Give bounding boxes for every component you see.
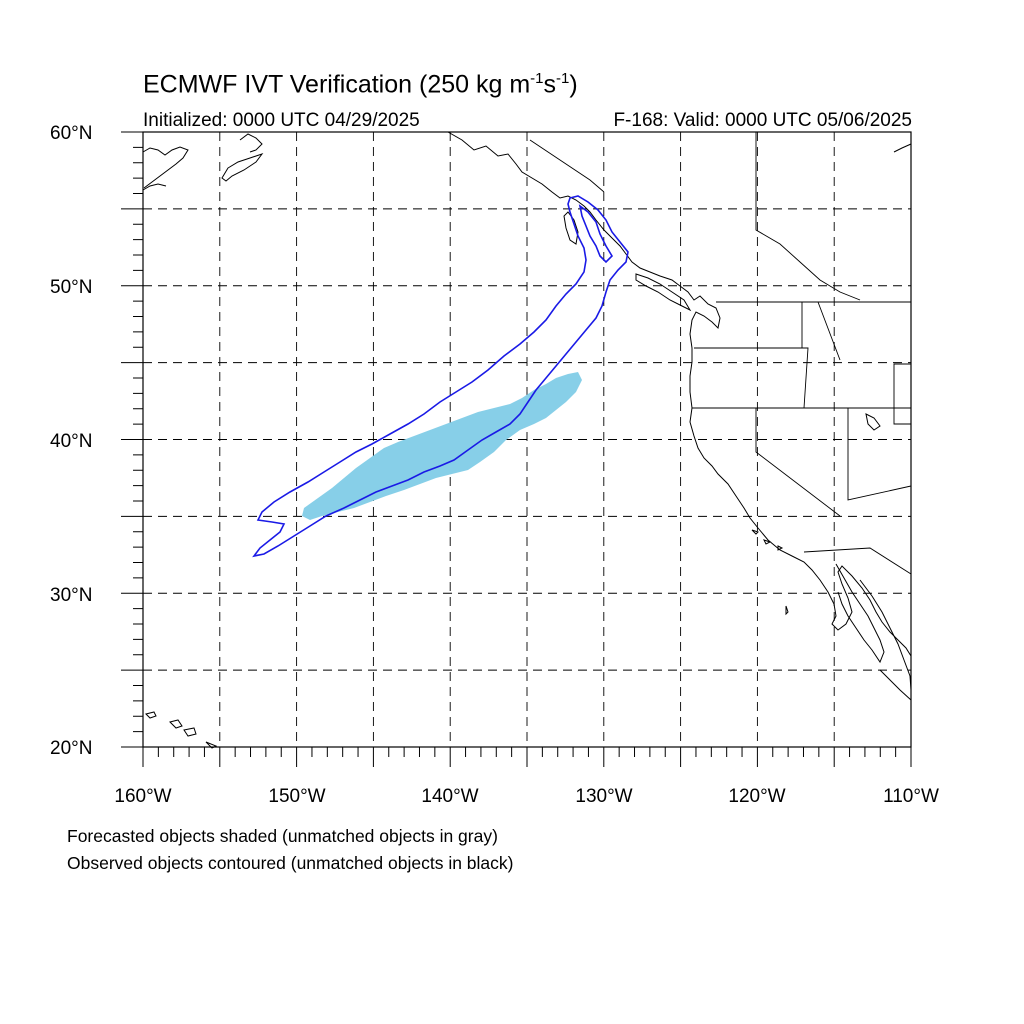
valid-time: F-168: Valid: 0000 UTC 05/06/2025: [613, 110, 912, 131]
alaska-coastline: [142, 146, 189, 191]
haida-gwaii: [563, 211, 579, 245]
hawaii-islands: [145, 711, 218, 749]
lon-label-120w: 120°W: [728, 786, 786, 807]
lat-label-60: 60°N: [50, 123, 93, 144]
forecast-ivt-object: [302, 372, 582, 520]
legend-forecast-note: Forecasted objects shaded (unmatched obj…: [67, 826, 498, 846]
lon-label-140w: 140°W: [421, 786, 479, 807]
lon-label-150w: 150°W: [268, 786, 326, 807]
chart-title: ECMWF IVT Verification (250 kg m-1s-1): [143, 70, 578, 99]
kodiak-island: [221, 153, 264, 182]
lon-label-110w: 110°W: [883, 786, 939, 807]
hudson-bay-edge: [893, 143, 912, 153]
lat-label-40: 40°N: [50, 431, 93, 452]
channel-islands: [751, 529, 789, 616]
kenai-coast: [239, 133, 263, 153]
lon-label-160w: 160°W: [114, 786, 172, 807]
great-salt-lake: [865, 413, 881, 431]
state-borders: [529, 132, 912, 575]
forecast-objects: [302, 372, 582, 520]
lat-label-20: 20°N: [50, 738, 93, 759]
north-america-west-coast: [447, 131, 912, 657]
lat-label-30: 30°N: [50, 585, 93, 606]
grid-lines: [143, 132, 911, 747]
lon-label-130w: 130°W: [575, 786, 633, 807]
initialized-time: Initialized: 0000 UTC 04/29/2025: [143, 110, 420, 131]
observed-objects: [252, 195, 629, 558]
coastlines: [142, 131, 912, 749]
mexico-mainland-coast: [859, 579, 912, 701]
map-frame: [121, 131, 912, 767]
lat-label-50: 50°N: [50, 277, 93, 298]
observed-ivt-contour: [252, 195, 629, 558]
baja-peninsula: [835, 563, 885, 664]
legend-observed-note: Observed objects contoured (unmatched ob…: [67, 853, 514, 873]
vancouver-island: [635, 273, 692, 312]
